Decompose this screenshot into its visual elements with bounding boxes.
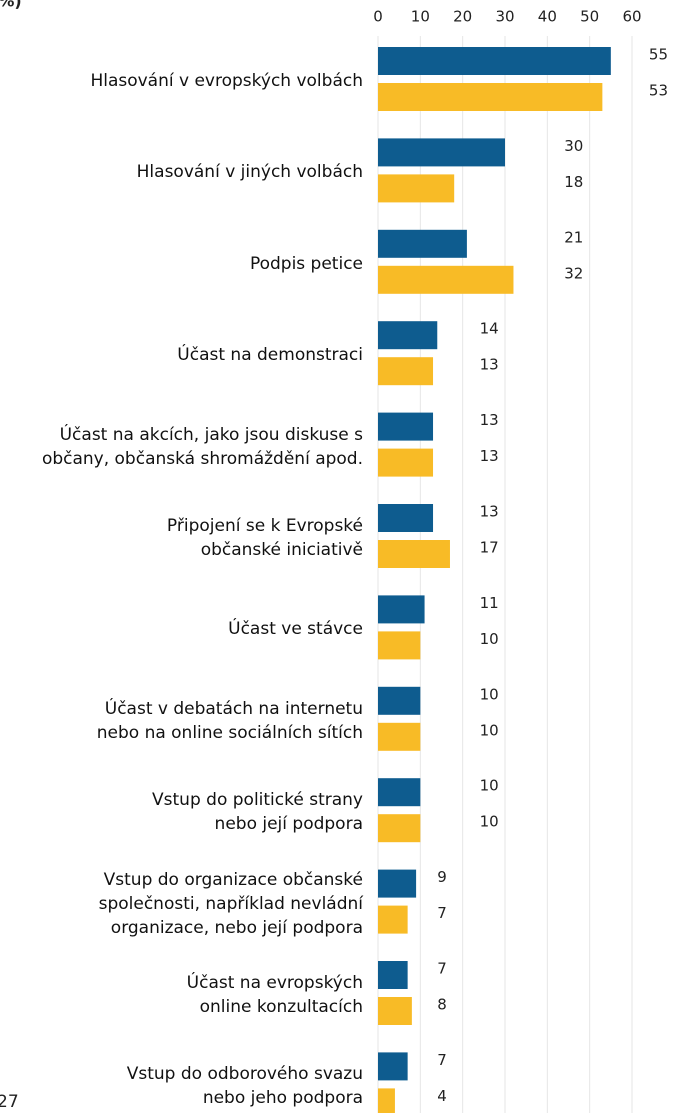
- bar: [378, 595, 425, 624]
- bar: [378, 412, 434, 441]
- value-label: 10: [480, 777, 499, 795]
- value-label: 9: [437, 868, 447, 886]
- bar: [378, 47, 611, 75]
- bar: [378, 1052, 408, 1081]
- x-tick-label: 50: [580, 8, 599, 26]
- x-tick-label: 40: [538, 8, 557, 26]
- value-label: 11: [480, 594, 499, 612]
- bar: [378, 778, 421, 807]
- value-label: 32: [564, 264, 583, 282]
- x-tick-label: 10: [411, 8, 430, 26]
- x-tick-label: 60: [622, 8, 641, 26]
- value-label: 13: [480, 356, 499, 374]
- value-label: 13: [480, 411, 499, 429]
- value-label: 10: [480, 721, 499, 739]
- x-tick-label: 30: [495, 8, 514, 26]
- category-label: Vstup do organizace občanské společnosti…: [98, 869, 363, 938]
- category-label: Hlasování v evropských volbách: [90, 71, 363, 91]
- bar: [378, 869, 417, 898]
- category-label: Účast ve stávce: [228, 619, 363, 640]
- category-label: Účast na evropských online konzultacích: [186, 973, 363, 1017]
- value-label: 10: [480, 630, 499, 648]
- bar: [378, 321, 438, 350]
- value-label: 14: [480, 320, 499, 338]
- category-label: Vstup do politické strany nebo její podp…: [152, 790, 363, 835]
- bar: [378, 686, 421, 715]
- category-label: Připojení se k Evropské občanské iniciat…: [166, 516, 363, 560]
- category-label: Podpis petice: [249, 253, 363, 274]
- value-label: 7: [437, 960, 447, 978]
- value-label: 7: [437, 904, 447, 922]
- bar: [378, 448, 434, 477]
- value-label: 55: [649, 46, 668, 64]
- bar: [378, 357, 434, 386]
- category-label: Účast na akcích, jako jsou diskuse s obč…: [41, 424, 363, 469]
- bar: [378, 229, 467, 258]
- category-label: Účast na demonstraci: [177, 345, 363, 366]
- annotation: 27: [0, 1092, 19, 1112]
- bar: [378, 174, 455, 203]
- bar: [378, 265, 514, 294]
- x-tick-label: 20: [453, 8, 472, 26]
- category-label: Vstup do odborového svazu nebo jeho podp…: [126, 1064, 363, 1109]
- bar: [378, 905, 408, 934]
- value-label: 8: [437, 996, 447, 1014]
- value-label: 4: [437, 1087, 447, 1105]
- bar: [378, 631, 421, 660]
- bar: [378, 814, 421, 843]
- bar: [378, 540, 450, 568]
- x-tick-label: 0: [373, 8, 383, 26]
- bar: [378, 722, 421, 751]
- chart-title: (%): [0, 0, 22, 11]
- category-label: Hlasování v jiných volbách: [136, 162, 363, 183]
- bar: [378, 961, 408, 989]
- value-label: 13: [480, 503, 499, 521]
- value-label: 10: [480, 813, 499, 831]
- bar: [378, 1088, 395, 1113]
- value-label: 17: [480, 539, 499, 557]
- value-label: 10: [480, 685, 499, 703]
- bar: [378, 83, 603, 111]
- value-label: 21: [564, 228, 583, 246]
- value-label: 30: [564, 137, 583, 155]
- value-label: 7: [437, 1051, 447, 1069]
- value-label: 53: [649, 82, 668, 100]
- bar: [378, 138, 505, 167]
- bar: [378, 997, 412, 1025]
- value-label: 18: [564, 173, 583, 191]
- category-label: Účast v debatách na internetu nebo na on…: [96, 698, 363, 743]
- value-label: 13: [480, 447, 499, 465]
- bar: [378, 504, 434, 532]
